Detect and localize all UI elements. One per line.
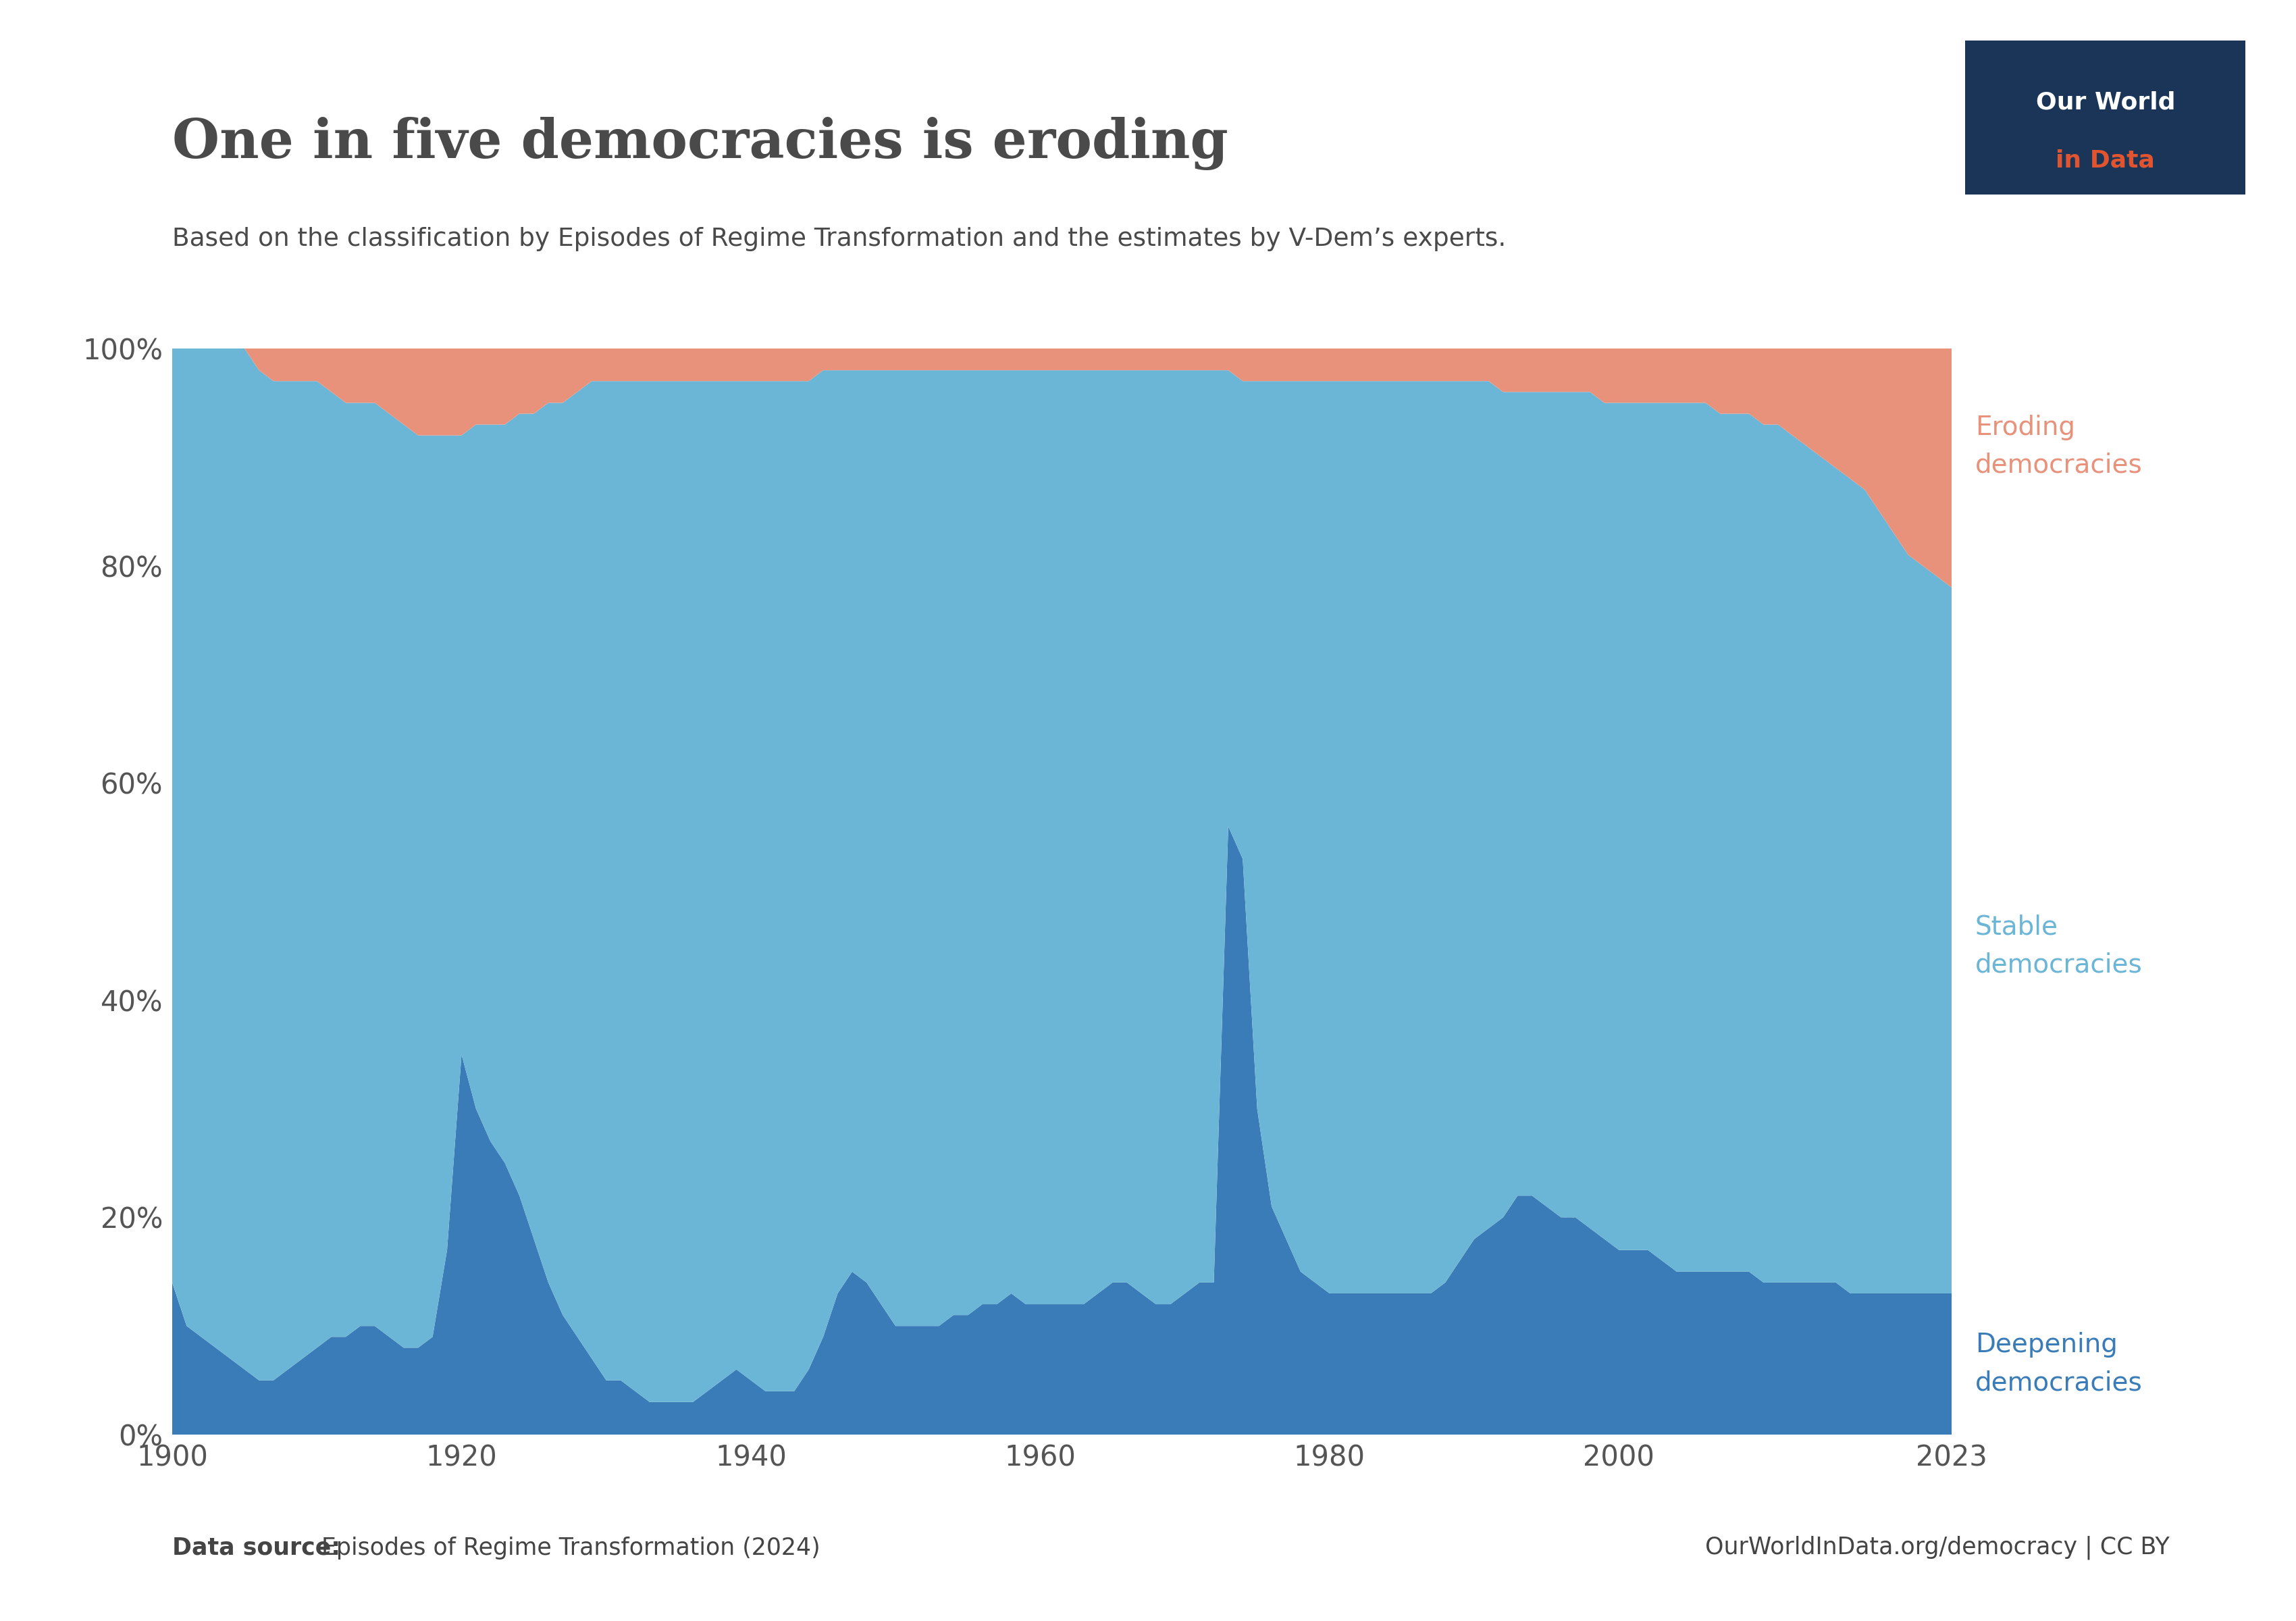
Text: Stable
democracies: Stable democracies [1975, 914, 2142, 977]
Text: Our World: Our World [2037, 91, 2174, 113]
Text: Based on the classification by Episodes of Regime Transformation and the estimat: Based on the classification by Episodes … [172, 227, 1506, 251]
Text: Eroding
democracies: Eroding democracies [1975, 415, 2142, 478]
Text: Data source:: Data source: [172, 1537, 349, 1559]
Text: OurWorldInData.org/democracy | CC BY: OurWorldInData.org/democracy | CC BY [1706, 1535, 2170, 1559]
Text: One in five democracies is eroding: One in five democracies is eroding [172, 117, 1228, 170]
Text: Episodes of Regime Transformation (2024): Episodes of Regime Transformation (2024) [321, 1537, 820, 1559]
Text: Deepening
democracies: Deepening democracies [1975, 1332, 2142, 1396]
Text: in Data: in Data [2055, 149, 2156, 172]
